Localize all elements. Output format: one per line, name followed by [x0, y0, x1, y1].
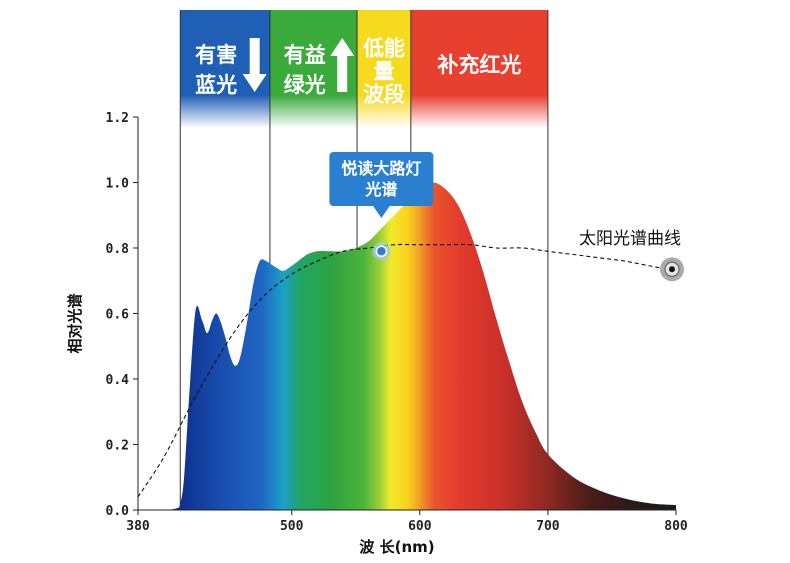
lamp-marker-dot [375, 245, 388, 258]
y-axis-title: 相对光谱 [66, 293, 84, 353]
arrow-up-icon [330, 38, 355, 92]
sun-spectrum-line [137, 243, 677, 498]
x-axis-title: 波 长(nm) [359, 538, 434, 556]
sun-spectrum-curve [137, 243, 677, 498]
lamp-callout-box [329, 152, 434, 206]
x-tick-label: 600 [408, 519, 432, 534]
sun-curve-label: 太阳光谱曲线 [579, 229, 681, 249]
x-tick-label: 500 [280, 519, 304, 534]
arrow-down-icon [242, 38, 267, 92]
x-tick-label: 380 [126, 519, 150, 534]
band-fade-3 [357, 10, 411, 128]
y-tick-label: 0.4 [106, 373, 130, 388]
lamp-spectrum-fill [138, 182, 676, 511]
lamp-callout-label: 悦读大路灯光谱 [341, 159, 421, 199]
y-tick-label: 1.0 [106, 177, 130, 192]
axes: 0.0 0.2 0.4 0.6 0.8 1.0 1.2 380 500 600 700 800 波 长(… [66, 111, 688, 556]
lamp-callout-pointer [372, 205, 391, 218]
y-tick-label: 0.8 [106, 242, 130, 257]
band-label-3: 低能量波段 [362, 37, 405, 107]
y-tick-label: 0.6 [106, 308, 130, 323]
sun-marker-dot [669, 266, 675, 273]
band-label-1: 有害蓝光 [195, 43, 237, 97]
band-label-2: 有益绿光 [284, 43, 326, 97]
lamp-spectrum-area [138, 182, 676, 511]
y-tick-label: 1.2 [106, 111, 129, 126]
x-tick-label: 700 [536, 519, 560, 534]
band-fade-4 [410, 10, 548, 128]
y-tick-label: 0.2 [106, 439, 129, 454]
x-tick-label: 800 [664, 519, 688, 534]
y-tick-label: 0.0 [106, 504, 130, 519]
band-label-4: 补充红光 [436, 53, 521, 77]
